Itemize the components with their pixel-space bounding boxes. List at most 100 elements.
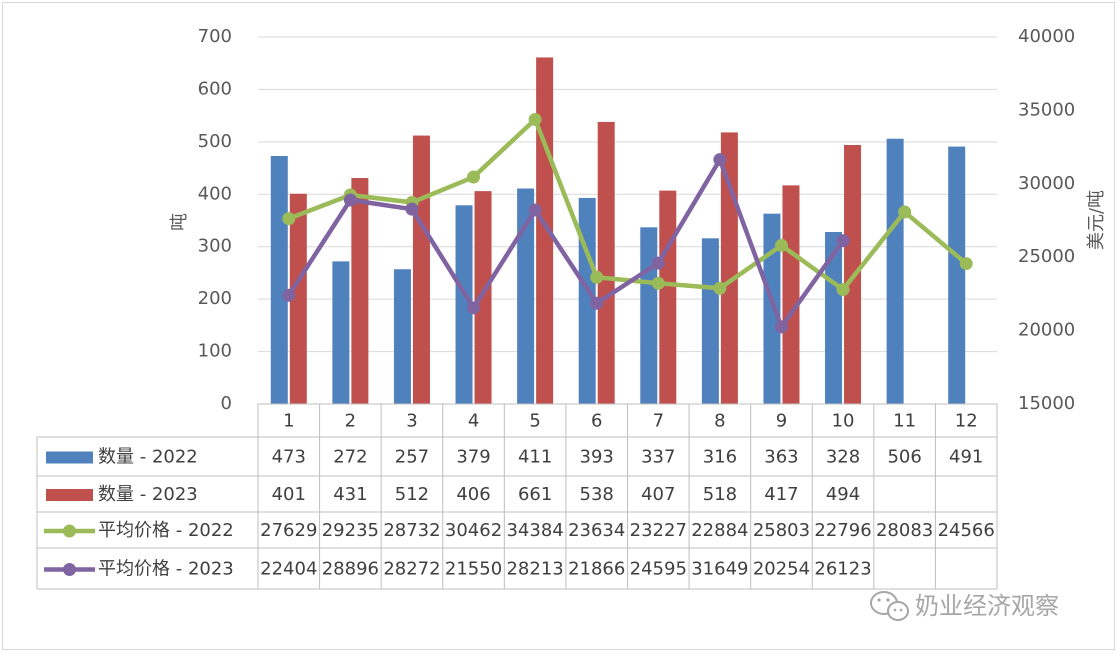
right-tick-label: 40000	[1018, 26, 1075, 47]
right-tick-label: 15000	[1018, 393, 1075, 414]
legend-label: 平均价格 - 2023	[98, 559, 234, 580]
right-axis-ticks: 15000 20000 25000 30000 35000 40000	[1018, 26, 1075, 414]
bar	[270, 156, 288, 404]
left-tick-label: 400	[198, 183, 232, 204]
left-tick-label: 600	[198, 78, 232, 99]
data-label: 337	[641, 447, 675, 468]
right-tick-label: 25000	[1018, 246, 1075, 267]
data-label: 27629	[260, 520, 317, 541]
data-label: 417	[764, 484, 798, 505]
data-label: 316	[703, 447, 737, 468]
data-label: 34384	[506, 520, 563, 541]
left-tick-label: 300	[198, 236, 232, 257]
line-point	[898, 205, 912, 219]
right-axis-title: 美元/吨	[1086, 190, 1107, 250]
line-point	[590, 296, 604, 310]
data-label: 28896	[322, 559, 379, 580]
category-label: 4	[468, 411, 479, 432]
category-label: 5	[529, 411, 540, 432]
data-label: 28213	[506, 559, 563, 580]
category-label: 10	[832, 411, 855, 432]
data-label: 26123	[814, 559, 871, 580]
data-label: 518	[703, 484, 737, 505]
bar	[455, 205, 473, 404]
gridlines	[258, 36, 997, 405]
right-tick-label: 35000	[1018, 99, 1075, 120]
watermark: 奶业经济观察	[870, 591, 1059, 621]
data-label: 22404	[260, 559, 317, 580]
legend-label: 数量 - 2022	[98, 447, 198, 468]
series-line	[286, 157, 846, 330]
data-label: 401	[272, 484, 306, 505]
line-point	[651, 276, 665, 290]
data-label: 431	[333, 484, 367, 505]
bar	[640, 227, 658, 404]
bar	[351, 178, 369, 404]
line-point	[651, 256, 665, 270]
data-label: 538	[580, 484, 614, 505]
line-point	[774, 238, 788, 252]
line-point	[713, 281, 727, 295]
bar	[517, 188, 535, 404]
data-label: 661	[518, 484, 552, 505]
data-label: 20254	[753, 559, 810, 580]
data-label: 23227	[630, 520, 687, 541]
data-label: 22884	[691, 520, 748, 541]
data-label: 21866	[568, 559, 625, 580]
bar	[578, 197, 596, 404]
data-label: 491	[949, 447, 983, 468]
line-point	[713, 153, 727, 167]
legend-label: 平均价格 - 2022	[98, 520, 234, 541]
left-axis-ticks: 0 100 200 300 400 500 600 700	[198, 26, 232, 414]
bar	[474, 191, 492, 404]
wechat-icon	[870, 591, 909, 621]
left-tick-label: 0	[221, 393, 232, 414]
category-label: 3	[406, 411, 417, 432]
data-label: 28272	[383, 559, 440, 580]
bar	[393, 269, 411, 404]
data-label: 494	[826, 484, 860, 505]
right-tick-label: 20000	[1018, 320, 1075, 341]
line-point	[282, 288, 296, 302]
legend-key	[63, 563, 76, 576]
bar	[948, 146, 966, 404]
line-point	[836, 283, 850, 297]
bar	[701, 238, 719, 404]
left-axis-title: 吨	[169, 213, 190, 231]
data-label: 21550	[445, 559, 502, 580]
data-label: 30462	[445, 520, 502, 541]
legend-key	[63, 524, 76, 538]
category-label: 7	[653, 411, 664, 432]
line-point	[467, 170, 481, 184]
legend-key	[46, 451, 93, 464]
bar	[763, 213, 781, 404]
category-label: 8	[714, 411, 725, 432]
data-label: 23634	[568, 520, 625, 541]
data-label: 363	[764, 447, 798, 468]
data-label: 328	[826, 447, 860, 468]
bar	[536, 57, 554, 404]
data-label: 473	[272, 447, 306, 468]
right-tick-label: 30000	[1018, 173, 1075, 194]
data-label: 24595	[630, 559, 687, 580]
category-label: 2	[345, 411, 356, 432]
bar	[332, 261, 350, 404]
bar	[412, 135, 430, 404]
data-label: 506	[887, 447, 921, 468]
line-point	[282, 212, 296, 226]
category-label: 11	[893, 411, 916, 432]
category-label: 1	[283, 411, 294, 432]
data-label: 31649	[691, 559, 748, 580]
data-label: 25803	[753, 520, 810, 541]
line-point	[836, 234, 850, 248]
line-point	[405, 202, 419, 216]
bar	[825, 232, 843, 404]
data-label: 411	[518, 447, 552, 468]
bars	[270, 57, 966, 405]
series-line	[286, 117, 969, 292]
data-label: 29235	[322, 520, 379, 541]
bar	[886, 138, 904, 404]
left-tick-label: 100	[198, 341, 232, 362]
data-label: 406	[456, 484, 490, 505]
data-label: 512	[395, 484, 429, 505]
